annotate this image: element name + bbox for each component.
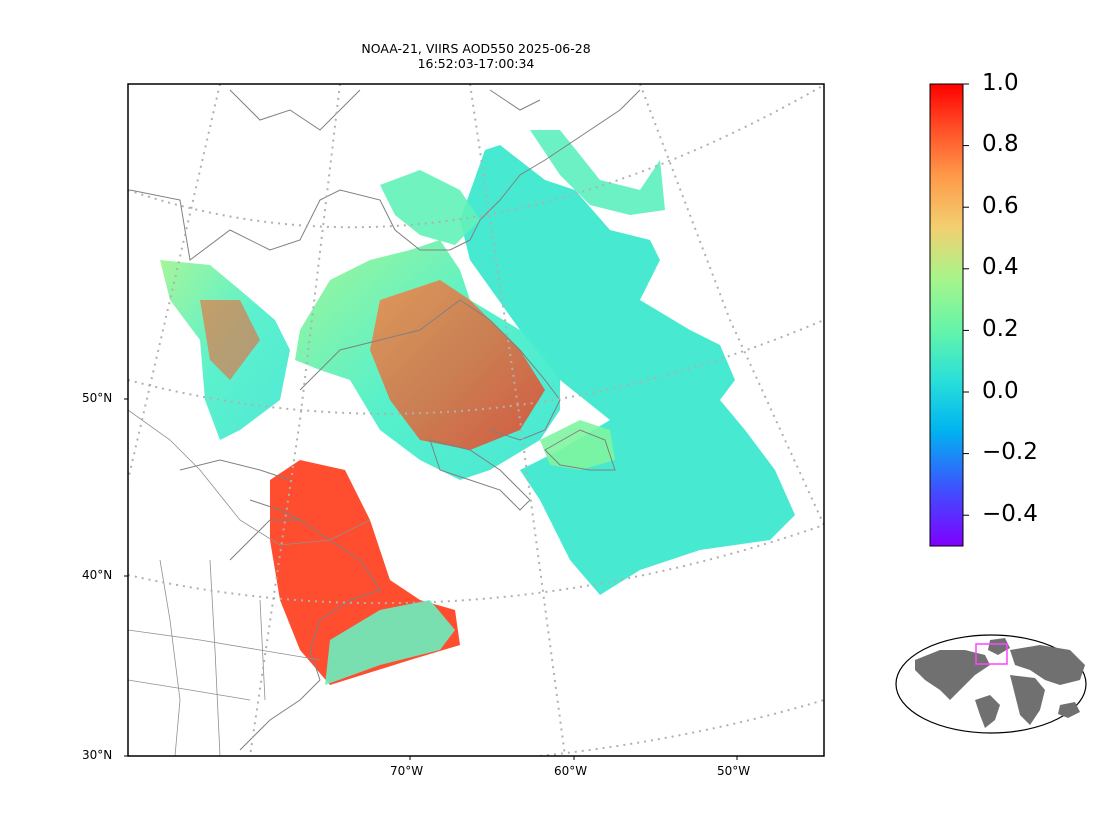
coastline-great-lakes	[179, 459, 301, 521]
global-locator-map	[895, 634, 1087, 734]
figure-title-line1: NOAA-21, VIIRS AOD550 2025-06-28	[361, 41, 591, 56]
aod-swath-labrador-coast	[380, 170, 480, 245]
lon-label-70w: 70°W	[390, 764, 424, 778]
globe-australia	[1058, 702, 1080, 718]
aod-swath-atlantic-south	[325, 600, 455, 685]
coastline-labrador	[469, 89, 641, 241]
aod-swath	[160, 130, 795, 685]
map-frame	[127, 83, 825, 757]
lon-tick-marks	[409, 756, 738, 760]
parallel-50n	[128, 319, 824, 415]
globe-africa	[1010, 675, 1045, 725]
state-lines	[128, 559, 321, 756]
coastlines	[129, 89, 641, 751]
lat-label-50n: 50°N	[82, 391, 113, 405]
aod-smoke-ontario	[200, 300, 260, 380]
cbar-label-neg0.2: −0.2	[982, 439, 1038, 465]
globe-south-america	[975, 695, 1000, 728]
cbar-label-0.8: 0.8	[982, 131, 1019, 157]
aod-swath-north	[530, 130, 665, 215]
lat-tick-marks	[124, 398, 128, 757]
lon-label-60w: 60°W	[554, 764, 588, 778]
figure-title-line2: 16:52:03-17:00:34	[417, 56, 535, 71]
globe-greenland	[988, 638, 1010, 655]
state-borders	[128, 409, 371, 756]
lat-label-30n: 30°N	[82, 748, 113, 762]
aod-smoke-plume	[370, 280, 545, 450]
aod-swath-nova-scotia	[540, 420, 615, 470]
coastline-maritimes	[429, 439, 531, 511]
globe-eurasia	[1010, 645, 1085, 685]
meridian-70w	[249, 84, 341, 756]
coastline-newfoundland	[544, 429, 616, 471]
cbar-label-0.6: 0.6	[982, 193, 1019, 219]
map-area	[128, 84, 824, 756]
cbar-label-0.0: 0.0	[982, 378, 1019, 404]
colorbar-ticks	[963, 83, 969, 516]
cbar-label-1.0: 1.0	[982, 70, 1019, 96]
colorbar	[929, 83, 964, 547]
us-canada-border	[128, 409, 371, 546]
lat-label-40n: 40°N	[82, 568, 113, 582]
meridian-50w	[639, 84, 824, 526]
aod-swath-ocean	[460, 145, 795, 595]
coastline-st-lawrence	[299, 299, 561, 441]
meridian-60w	[469, 84, 566, 756]
lon-label-50w: 50°W	[717, 764, 751, 778]
graticule	[128, 84, 824, 756]
globe-highlight-box	[975, 643, 1008, 665]
cbar-label-neg0.4: −0.4	[982, 501, 1038, 527]
coastline-hudson-bay	[129, 189, 471, 261]
parallel-30n	[539, 699, 824, 756]
coastline-baffin	[229, 89, 541, 131]
cbar-label-0.2: 0.2	[982, 316, 1019, 342]
globe-north-america	[915, 650, 990, 700]
cbar-label-0.4: 0.4	[982, 254, 1019, 280]
meridian-80w	[128, 84, 221, 481]
